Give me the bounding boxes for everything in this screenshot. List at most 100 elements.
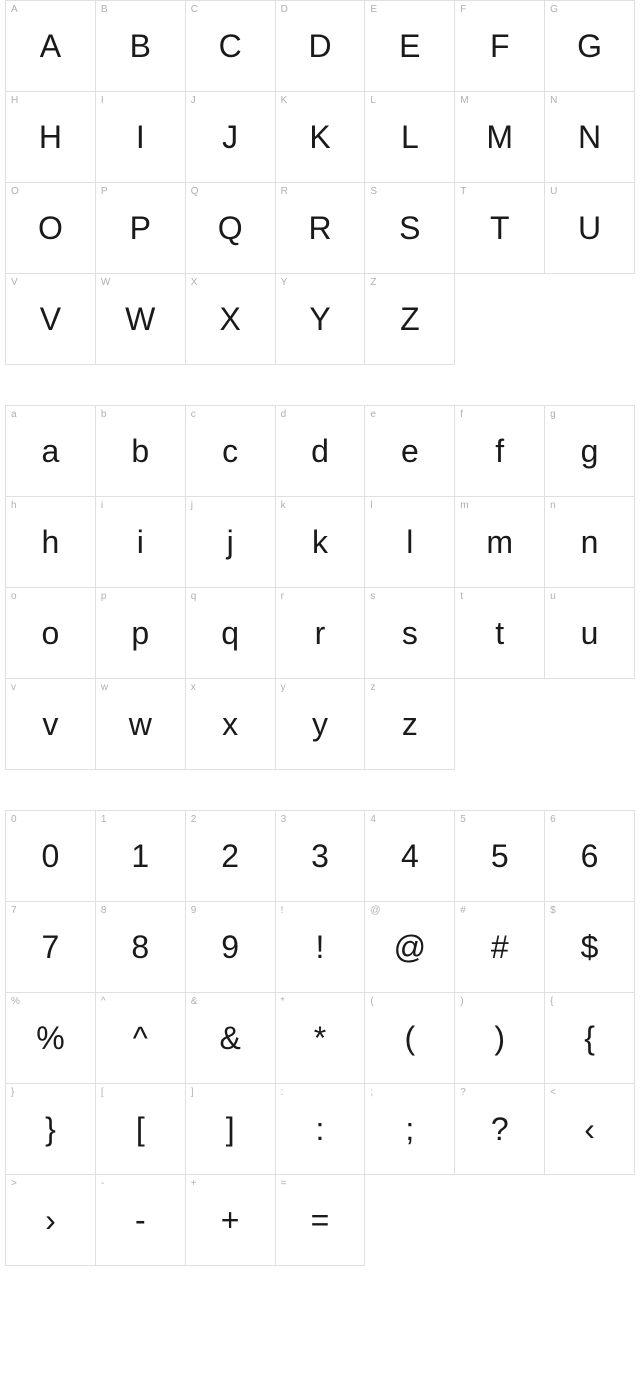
glyph-cell[interactable]: <‹ [545,1084,635,1175]
glyph-cell[interactable]: HH [6,92,96,183]
glyph-cell[interactable]: 55 [455,811,545,902]
glyph-cell[interactable]: PP [96,183,186,274]
glyph-cell[interactable]: pp [96,588,186,679]
glyph-cell-label: i [101,500,103,511]
glyph-cell[interactable]: %% [6,993,96,1084]
glyph-cell[interactable]: RR [276,183,366,274]
glyph-cell[interactable]: 11 [96,811,186,902]
glyph-cell[interactable]: OO [6,183,96,274]
glyph-cell-char: H [39,119,62,156]
glyph-cell[interactable]: ?? [455,1084,545,1175]
glyph-cell[interactable]: qq [186,588,276,679]
glyph-cell[interactable]: ^^ [96,993,186,1084]
glyph-cell[interactable]: NN [545,92,635,183]
glyph-cell[interactable]: BB [96,1,186,92]
glyph-cell[interactable]: zz [365,679,455,770]
glyph-cell[interactable]: !! [276,902,366,993]
glyph-cell-label: Z [370,277,376,288]
glyph-cell-char: k [312,524,328,561]
glyph-cell[interactable]: :: [276,1084,366,1175]
glyph-cell[interactable]: SS [365,183,455,274]
glyph-cell[interactable]: 33 [276,811,366,902]
glyph-cell[interactable]: mm [455,497,545,588]
glyph-cell[interactable]: KK [276,92,366,183]
glyph-cell[interactable]: ww [96,679,186,770]
glyph-cell[interactable]: oo [6,588,96,679]
glyph-cell-label: o [11,591,17,602]
glyph-cell[interactable]: -- [96,1175,186,1266]
glyph-cell[interactable]: ++ [186,1175,276,1266]
glyph-cell[interactable]: EE [365,1,455,92]
glyph-cell[interactable]: ## [455,902,545,993]
glyph-cell[interactable]: jj [186,497,276,588]
glyph-cell[interactable]: (( [365,993,455,1084]
glyph-cell[interactable]: $$ [545,902,635,993]
glyph-cell[interactable]: @@ [365,902,455,993]
glyph-cell[interactable]: ;; [365,1084,455,1175]
glyph-cell[interactable]: dd [276,406,366,497]
glyph-cell[interactable]: }} [6,1084,96,1175]
glyph-cell[interactable]: 88 [96,902,186,993]
glyph-cell[interactable]: JJ [186,92,276,183]
glyph-cell[interactable]: DD [276,1,366,92]
glyph-cell[interactable]: kk [276,497,366,588]
glyph-cell-label: U [550,186,557,197]
glyph-cell[interactable]: 66 [545,811,635,902]
glyph-cell[interactable]: hh [6,497,96,588]
glyph-cell[interactable]: xx [186,679,276,770]
glyph-cell[interactable]: gg [545,406,635,497]
glyph-cell[interactable]: 00 [6,811,96,902]
glyph-cell-char: S [399,210,420,247]
glyph-cell[interactable]: tt [455,588,545,679]
glyph-cell[interactable]: 22 [186,811,276,902]
glyph-cell[interactable]: LL [365,92,455,183]
glyph-cell[interactable]: aa [6,406,96,497]
glyph-cell[interactable]: )) [455,993,545,1084]
glyph-cell-label: P [101,186,108,197]
glyph-cell[interactable]: FF [455,1,545,92]
glyph-cell[interactable]: ll [365,497,455,588]
glyph-cell[interactable]: ff [455,406,545,497]
glyph-cell[interactable]: UU [545,183,635,274]
glyph-cell[interactable]: II [96,92,186,183]
glyph-cell[interactable]: ss [365,588,455,679]
glyph-cell[interactable]: MM [455,92,545,183]
glyph-cell[interactable]: rr [276,588,366,679]
glyph-cell[interactable]: cc [186,406,276,497]
glyph-cell[interactable]: vv [6,679,96,770]
glyph-cell[interactable]: >› [6,1175,96,1266]
glyph-cell[interactable]: QQ [186,183,276,274]
glyph-cell[interactable]: CC [186,1,276,92]
glyph-cell[interactable]: ee [365,406,455,497]
glyph-cell[interactable]: ii [96,497,186,588]
glyph-cell[interactable]: nn [545,497,635,588]
glyph-cell-label: ) [460,996,463,1007]
glyph-cell-char: q [221,615,239,652]
glyph-cell-label: v [11,682,16,693]
glyph-cell[interactable]: XX [186,274,276,365]
glyph-cell[interactable]: 99 [186,902,276,993]
glyph-cell-label: 4 [370,814,376,825]
glyph-cell[interactable]: == [276,1175,366,1266]
glyph-cell-char: y [312,706,328,743]
glyph-cell[interactable]: YY [276,274,366,365]
glyph-cell[interactable]: yy [276,679,366,770]
glyph-cell[interactable]: 77 [6,902,96,993]
glyph-cell[interactable]: uu [545,588,635,679]
glyph-cell-label: R [281,186,288,197]
glyph-cell[interactable]: ZZ [365,274,455,365]
glyph-cell[interactable]: [[ [96,1084,186,1175]
glyph-cell[interactable]: VV [6,274,96,365]
glyph-cell[interactable]: AA [6,1,96,92]
glyph-cell[interactable]: TT [455,183,545,274]
glyph-cell[interactable]: 44 [365,811,455,902]
glyph-cell-label: g [550,409,556,420]
glyph-cell[interactable]: ** [276,993,366,1084]
glyph-cell[interactable]: GG [545,1,635,92]
glyph-cell[interactable]: ]] [186,1084,276,1175]
glyph-cell[interactable]: bb [96,406,186,497]
glyph-cell-label: J [191,95,196,106]
glyph-cell[interactable]: {{ [545,993,635,1084]
glyph-cell[interactable]: && [186,993,276,1084]
glyph-cell[interactable]: WW [96,274,186,365]
